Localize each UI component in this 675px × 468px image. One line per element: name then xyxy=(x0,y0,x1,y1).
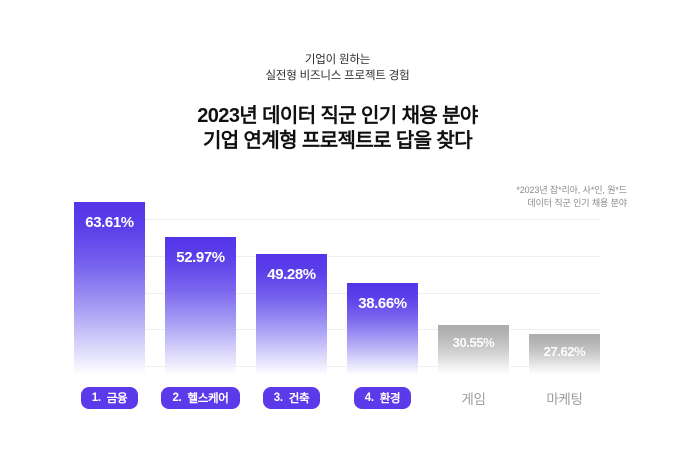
rank-label: 1. xyxy=(91,392,101,404)
category-label: 환경 xyxy=(379,393,401,405)
bar-healthcare: 52.97% xyxy=(165,237,236,375)
category-label: 헬스케어 xyxy=(187,393,229,405)
category-pill-healthcare: 2. 헬스케어 xyxy=(161,387,240,409)
category-label: 건축 xyxy=(288,393,310,405)
gridline xyxy=(74,329,601,330)
source-note-line-1: *2023년 잡*리아, 사*인, 원*드 xyxy=(516,185,627,195)
source-note-line-2: 데이터 직군 인기 채용 분야 xyxy=(527,197,627,208)
title-line-2: 기업 연계형 프로젝트로 답을 찾다 xyxy=(202,130,473,152)
label-cell-game: 게임 xyxy=(438,387,509,409)
gridline xyxy=(74,293,601,294)
gridline xyxy=(74,219,601,220)
category-label: 금융 xyxy=(106,393,128,405)
gridline xyxy=(74,256,601,257)
label-cell-finance: 1. 금융 xyxy=(74,387,145,409)
eyebrow-line-2: 실전형 비즈니스 프로젝트 경험 xyxy=(265,69,410,82)
bar-value-label: 27.62% xyxy=(543,344,586,359)
category-pill-architecture: 3. 건축 xyxy=(262,387,321,409)
bar-value-label: 38.66% xyxy=(358,295,407,312)
chart-gridlines xyxy=(74,195,601,375)
source-note: *2023년 잡*리아, 사*인, 원*드 데이터 직군 인기 채용 분야 xyxy=(516,184,627,209)
bar-finance: 63.61% xyxy=(74,202,145,375)
bar-value-label: 30.55% xyxy=(452,335,495,350)
bar-value-label: 49.28% xyxy=(267,266,316,283)
rank-label: 2. xyxy=(172,392,182,404)
bar-game: 30.55% xyxy=(438,325,509,375)
label-cell-architecture: 3. 건축 xyxy=(256,387,327,409)
category-labels: 1. 금융 2. 헬스케어 3. 건축 4. 환경 xyxy=(74,387,601,409)
bar-architecture: 49.28% xyxy=(256,254,327,375)
label-cell-marketing: 마케팅 xyxy=(529,387,600,409)
page-title: 2023년 데이터 직군 인기 채용 분야 기업 연계형 프로젝트로 답을 찾다 xyxy=(0,104,675,154)
rank-label: 3. xyxy=(273,392,283,404)
bar-environment: 38.66% xyxy=(347,283,418,375)
gridline xyxy=(74,366,601,367)
bar-value-label: 52.97% xyxy=(176,249,225,266)
label-cell-healthcare: 2. 헬스케어 xyxy=(161,387,240,409)
rank-label: 4. xyxy=(364,392,374,404)
chart-bars: 63.61% 52.97% 49.28% 38.66% 30.55% 27.62… xyxy=(74,195,601,375)
bar-chart: 63.61% 52.97% 49.28% 38.66% 30.55% 27.62… xyxy=(74,195,601,415)
category-pill-environment: 4. 환경 xyxy=(353,387,412,409)
eyebrow-text: 기업이 원하는 실전형 비즈니스 프로젝트 경험 xyxy=(0,53,675,84)
title-line-1: 2023년 데이터 직군 인기 채용 분야 xyxy=(197,105,478,127)
category-pill-finance: 1. 금융 xyxy=(80,387,139,409)
bar-marketing: 27.62% xyxy=(529,334,600,375)
category-label-game: 게임 xyxy=(461,392,486,407)
bar-value-label: 63.61% xyxy=(85,214,134,231)
category-label-marketing: 마케팅 xyxy=(546,392,583,407)
eyebrow-line-1: 기업이 원하는 xyxy=(304,54,371,66)
label-cell-environment: 4. 환경 xyxy=(347,387,418,409)
